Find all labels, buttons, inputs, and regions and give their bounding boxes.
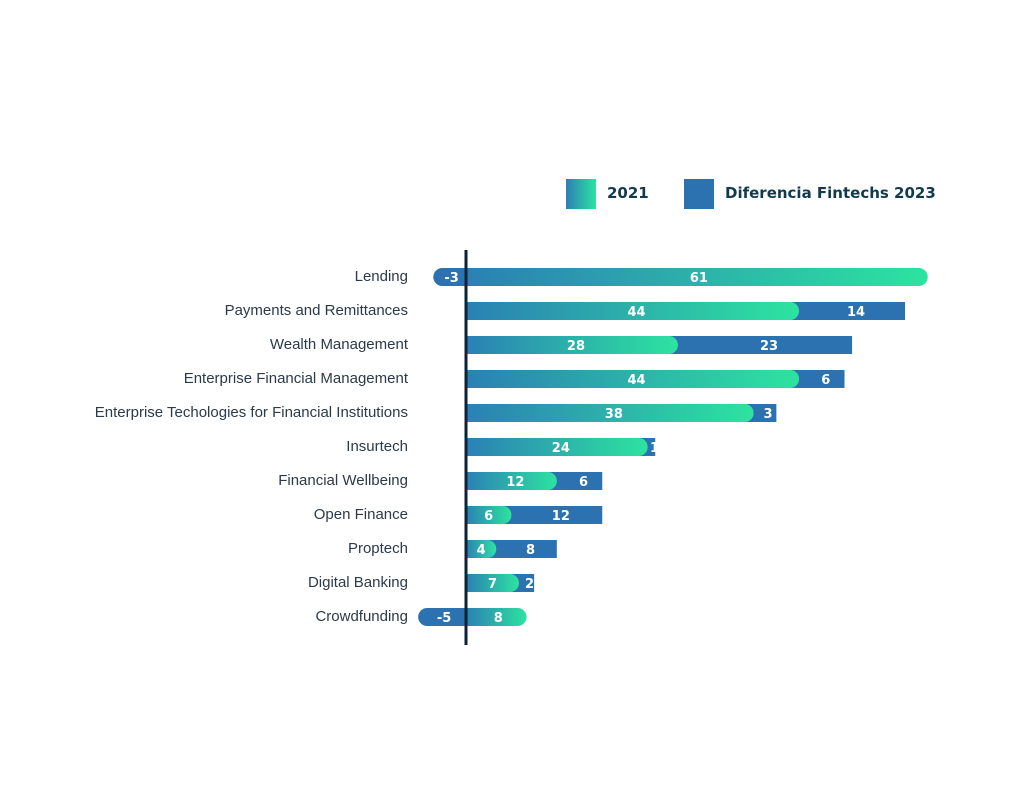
bar-2021-insurtech [466,438,648,456]
category-label-digital-banking: Digital Banking [308,574,408,591]
value-label-diferencia-financial-wellbeing: 6 [579,475,588,490]
category-label-enterprise-financial-management: Enterprise Financial Management [184,370,409,387]
value-label-2021-open-finance: 6 [484,509,493,524]
bar-2021-enterprise-financial-management [466,370,800,388]
value-label-diferencia-insurtech: 1 [650,441,659,456]
bar-2021-payments-and-remittances [466,302,800,320]
value-label-diferencia-open-finance: 12 [552,509,570,524]
value-label-2021-payments-and-remittances: 44 [627,305,645,320]
category-label-lending: Lending [355,268,408,285]
value-label-diferencia-wealth-management: 23 [760,339,778,354]
value-label-2021-wealth-management: 28 [567,339,585,354]
legend-swatch-2021 [566,179,596,209]
bar-2021-proptech [466,540,497,558]
bar-2021-open-finance [466,506,512,524]
category-label-open-finance: Open Finance [314,506,408,523]
bar-2021-lending [466,268,928,286]
category-label-financial-wellbeing: Financial Wellbeing [278,472,408,489]
bar-2021-crowdfunding [466,608,527,626]
value-label-diferencia-digital-banking: 2 [525,577,534,592]
category-label-payments-and-remittances: Payments and Remittances [225,302,408,319]
category-label-insurtech: Insurtech [346,438,408,455]
legend-label-diferencia: Diferencia Fintechs 2023 [725,184,936,202]
bar-2021-financial-wellbeing [466,472,557,490]
value-label-2021-digital-banking: 7 [488,577,497,592]
bar-diferencia-lending [433,268,466,286]
category-label-proptech: Proptech [348,540,408,557]
category-label-crowdfunding: Crowdfunding [315,608,408,625]
value-label-2021-enterprise-techologies-for-financial-institutions: 38 [605,407,623,422]
category-label-enterprise-techologies-for-financial-institutions: Enterprise Techologies for Financial Ins… [95,404,408,421]
legend-swatch-diferencia [684,179,714,209]
value-label-diferencia-crowdfunding: -5 [437,611,451,626]
value-label-2021-financial-wellbeing: 12 [506,475,524,490]
value-label-2021-insurtech: 24 [552,441,570,456]
bar-2021-digital-banking [466,574,519,592]
legend-label-2021: 2021 [607,184,649,202]
value-label-diferencia-proptech: 8 [526,543,535,558]
value-label-diferencia-enterprise-financial-management: 6 [821,373,830,388]
bar-2021-wealth-management [466,336,678,354]
bar-2021-enterprise-techologies-for-financial-institutions [466,404,754,422]
category-label-wealth-management: Wealth Management [270,336,409,353]
value-label-2021-proptech: 4 [477,543,486,558]
legend: 2021 Diferencia Fintechs 2023 [566,179,936,209]
value-label-2021-crowdfunding: 8 [494,611,503,626]
value-label-2021-lending: 61 [690,271,708,286]
value-label-diferencia-payments-and-remittances: 14 [847,305,865,320]
bar-diferencia-crowdfunding [418,608,466,626]
value-label-diferencia-enterprise-techologies-for-financial-institutions: 3 [763,407,772,422]
value-label-2021-enterprise-financial-management: 44 [627,373,645,388]
value-label-diferencia-lending: -3 [444,271,458,286]
